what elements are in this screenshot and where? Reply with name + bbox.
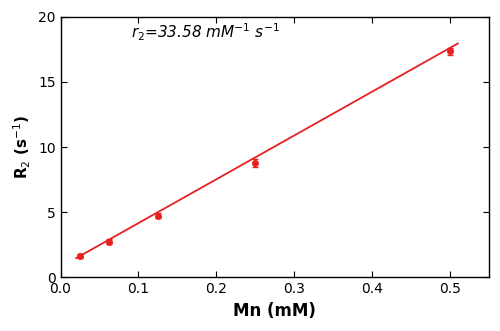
Text: $r_2$=33.58 mM$^{-1}$ s$^{-1}$: $r_2$=33.58 mM$^{-1}$ s$^{-1}$ bbox=[130, 22, 280, 43]
Y-axis label: R$_2$ (s$^{-1}$): R$_2$ (s$^{-1}$) bbox=[11, 115, 32, 179]
X-axis label: Mn (mM): Mn (mM) bbox=[234, 302, 316, 320]
